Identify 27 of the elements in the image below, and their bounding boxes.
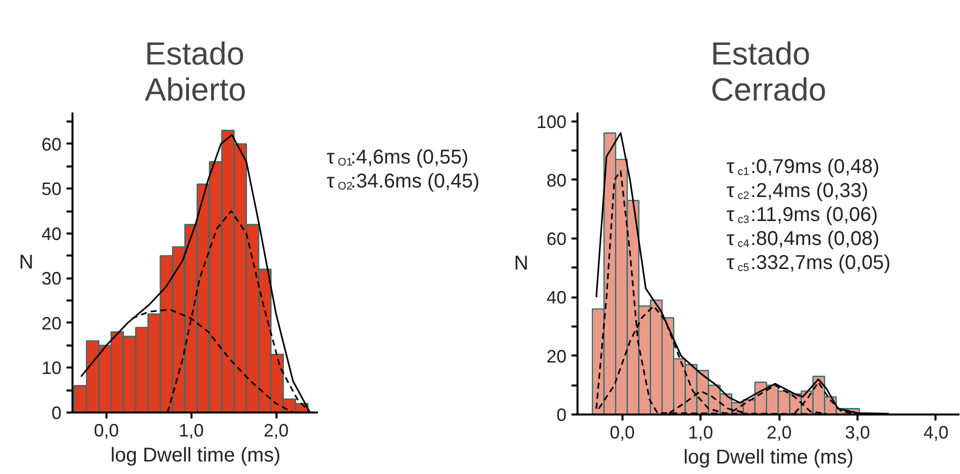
- x-tick-label: 0,0: [610, 422, 635, 442]
- y-tick-label: 60: [41, 134, 62, 154]
- y-tick-label: 30: [41, 268, 62, 289]
- y-tick-label: 80: [546, 170, 567, 190]
- x-axis-title: log Dwell time (ms): [110, 444, 281, 466]
- y-tick-label: 40: [546, 288, 567, 308]
- y-tick-label: 0: [51, 403, 62, 423]
- y-tick-label: 50: [41, 179, 62, 200]
- chart-title: Estado Cerrado: [710, 36, 826, 108]
- x-tick-label: 0,0: [94, 420, 119, 440]
- x-tick-label: 4,0: [923, 422, 948, 442]
- y-tick-label: 0: [556, 405, 567, 425]
- y-axis-title: N: [514, 252, 528, 274]
- x-tick-label: 1,0: [178, 420, 204, 440]
- x-tick-label: 3,0: [845, 422, 870, 442]
- chart-title: Estado Abierto: [144, 36, 246, 108]
- x-axis-title: log Dwell time (ms): [683, 446, 854, 468]
- y-tick-label: 40: [41, 224, 62, 244]
- y-tick-label: 60: [546, 229, 567, 250]
- y-tick-label: 100: [536, 112, 567, 132]
- x-tick-label: 1,0: [688, 422, 714, 442]
- x-tick-label: 2,0: [766, 422, 792, 442]
- y-tick-label: 10: [41, 358, 62, 378]
- y-tick-label: 20: [41, 313, 62, 334]
- y-axis-title: N: [19, 252, 34, 274]
- x-tick-label: 2,0: [264, 420, 289, 440]
- y-tick-label: 20: [546, 346, 567, 366]
